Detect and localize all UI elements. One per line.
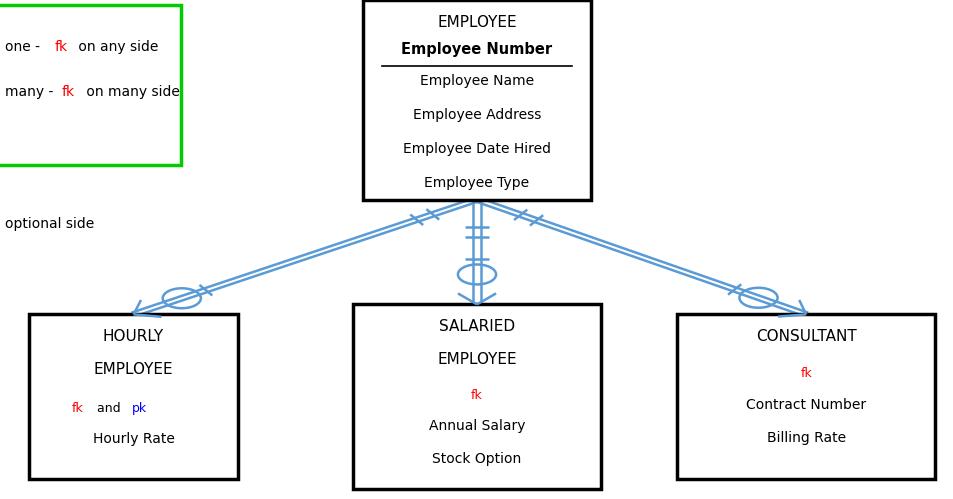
Text: EMPLOYEE: EMPLOYEE <box>93 362 173 377</box>
Text: optional side: optional side <box>5 217 94 231</box>
FancyBboxPatch shape <box>362 0 591 200</box>
Text: Employee Name: Employee Name <box>419 74 534 88</box>
FancyBboxPatch shape <box>0 5 181 165</box>
Text: and: and <box>92 402 124 415</box>
Text: one -: one - <box>5 40 44 54</box>
Text: CONSULTANT: CONSULTANT <box>755 329 856 344</box>
Text: Stock Option: Stock Option <box>432 452 521 466</box>
Text: Employee Number: Employee Number <box>401 42 552 57</box>
Text: fk: fk <box>71 402 83 415</box>
Text: fk: fk <box>54 40 68 54</box>
Text: Billing Rate: Billing Rate <box>766 431 844 445</box>
Text: fk: fk <box>800 367 811 380</box>
Text: on any side: on any side <box>74 40 158 54</box>
Text: on many side: on many side <box>82 85 180 99</box>
FancyBboxPatch shape <box>29 314 238 479</box>
Text: Hourly Rate: Hourly Rate <box>92 432 174 446</box>
Text: Employee Address: Employee Address <box>413 108 540 122</box>
Text: Employee Date Hired: Employee Date Hired <box>402 142 551 156</box>
Text: EMPLOYEE: EMPLOYEE <box>436 352 517 367</box>
Text: Employee Type: Employee Type <box>424 176 529 190</box>
Text: fk: fk <box>471 389 482 402</box>
Text: many -: many - <box>5 85 57 99</box>
Text: pk: pk <box>132 402 147 415</box>
Text: EMPLOYEE: EMPLOYEE <box>436 15 517 30</box>
Text: Contract Number: Contract Number <box>745 398 865 412</box>
FancyBboxPatch shape <box>677 314 934 479</box>
Text: SALARIED: SALARIED <box>438 319 515 334</box>
Text: HOURLY: HOURLY <box>103 329 164 344</box>
Text: fk: fk <box>62 85 75 99</box>
Text: Annual Salary: Annual Salary <box>428 419 525 433</box>
FancyBboxPatch shape <box>353 304 600 489</box>
